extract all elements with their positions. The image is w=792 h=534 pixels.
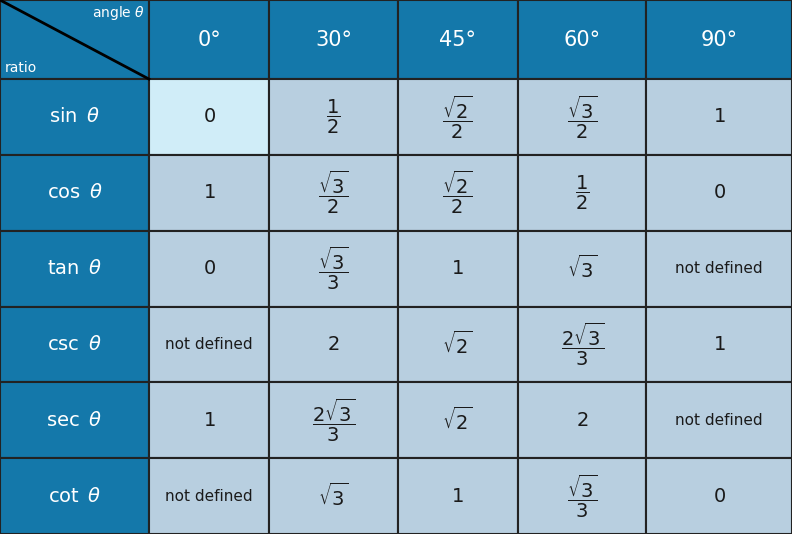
Bar	[646, 79, 792, 155]
Bar	[518, 0, 646, 79]
Bar	[398, 0, 518, 79]
Bar	[646, 382, 792, 458]
Bar	[646, 0, 792, 79]
Bar	[149, 0, 269, 79]
Bar	[269, 79, 398, 155]
Text: not defined: not defined	[166, 489, 253, 504]
Bar	[0, 155, 149, 231]
Text: $\dfrac{\sqrt{3}}{2}$: $\dfrac{\sqrt{3}}{2}$	[567, 93, 597, 140]
Bar	[0, 307, 149, 382]
Bar	[269, 382, 398, 458]
Text: 0°: 0°	[197, 29, 221, 50]
Bar	[0, 0, 149, 79]
Bar	[0, 79, 149, 155]
Bar	[398, 458, 518, 534]
Text: $\sqrt{3}$: $\sqrt{3}$	[318, 482, 348, 510]
Text: $\dfrac{2\sqrt{3}}{3}$: $\dfrac{2\sqrt{3}}{3}$	[312, 397, 355, 444]
Text: not defined: not defined	[676, 261, 763, 276]
Bar	[398, 231, 518, 307]
Text: $\dfrac{1}{2}$: $\dfrac{1}{2}$	[326, 98, 341, 136]
Text: $0$: $0$	[203, 107, 215, 127]
Bar	[149, 79, 269, 155]
Bar	[518, 458, 646, 534]
Text: $\sin\ \theta$: $\sin\ \theta$	[49, 107, 100, 127]
Bar	[398, 79, 518, 155]
Bar	[0, 231, 149, 307]
Text: $0$: $0$	[713, 486, 725, 506]
Text: $1$: $1$	[713, 335, 725, 354]
Bar	[646, 307, 792, 382]
Text: angle $\theta$: angle $\theta$	[92, 4, 145, 22]
Bar	[269, 0, 398, 79]
Bar	[518, 382, 646, 458]
Bar	[149, 307, 269, 382]
Text: $\cot\ \theta$: $\cot\ \theta$	[48, 486, 101, 506]
Bar	[518, 307, 646, 382]
Text: $1$: $1$	[203, 183, 215, 202]
Bar	[149, 155, 269, 231]
Text: $\dfrac{\sqrt{3}}{3}$: $\dfrac{\sqrt{3}}{3}$	[318, 245, 348, 292]
Bar	[269, 155, 398, 231]
Bar	[0, 382, 149, 458]
Text: $\tan\ \theta$: $\tan\ \theta$	[47, 259, 102, 278]
Bar	[646, 458, 792, 534]
Bar	[398, 155, 518, 231]
Bar	[0, 458, 149, 534]
Text: $\sqrt{2}$: $\sqrt{2}$	[443, 406, 473, 434]
Text: $1$: $1$	[451, 259, 464, 278]
Text: $1$: $1$	[203, 411, 215, 430]
Bar	[518, 231, 646, 307]
Bar	[518, 79, 646, 155]
Text: $2$: $2$	[327, 335, 340, 354]
Text: $0$: $0$	[713, 183, 725, 202]
Bar	[398, 307, 518, 382]
Text: $\dfrac{1}{2}$: $\dfrac{1}{2}$	[575, 174, 589, 212]
Bar	[149, 458, 269, 534]
Text: not defined: not defined	[676, 413, 763, 428]
Text: $2$: $2$	[576, 411, 588, 430]
Text: $\csc\ \theta$: $\csc\ \theta$	[47, 335, 102, 354]
Bar	[646, 231, 792, 307]
Text: $\dfrac{\sqrt{2}}{2}$: $\dfrac{\sqrt{2}}{2}$	[443, 93, 473, 140]
Text: $\sqrt{2}$: $\sqrt{2}$	[443, 331, 473, 358]
Text: $\dfrac{2\sqrt{3}}{3}$: $\dfrac{2\sqrt{3}}{3}$	[561, 321, 604, 368]
Bar	[269, 307, 398, 382]
Text: $0$: $0$	[203, 259, 215, 278]
Text: not defined: not defined	[166, 337, 253, 352]
Text: $\dfrac{\sqrt{3}}{3}$: $\dfrac{\sqrt{3}}{3}$	[567, 473, 597, 520]
Bar	[149, 231, 269, 307]
Text: $\dfrac{\sqrt{3}}{2}$: $\dfrac{\sqrt{3}}{2}$	[318, 169, 348, 216]
Text: 60°: 60°	[564, 29, 600, 50]
Bar	[269, 231, 398, 307]
Bar	[149, 382, 269, 458]
Text: $1$: $1$	[713, 107, 725, 127]
Text: $\cos\ \theta$: $\cos\ \theta$	[47, 183, 102, 202]
Text: $1$: $1$	[451, 486, 464, 506]
Bar	[269, 458, 398, 534]
Bar	[518, 155, 646, 231]
Bar	[398, 382, 518, 458]
Text: ratio: ratio	[5, 61, 37, 75]
Bar	[646, 155, 792, 231]
Text: $\sqrt{3}$: $\sqrt{3}$	[567, 255, 597, 282]
Text: 90°: 90°	[701, 29, 737, 50]
Text: 45°: 45°	[440, 29, 476, 50]
Text: 30°: 30°	[315, 29, 352, 50]
Text: $\dfrac{\sqrt{2}}{2}$: $\dfrac{\sqrt{2}}{2}$	[443, 169, 473, 216]
Text: $\sec\ \theta$: $\sec\ \theta$	[47, 411, 102, 430]
